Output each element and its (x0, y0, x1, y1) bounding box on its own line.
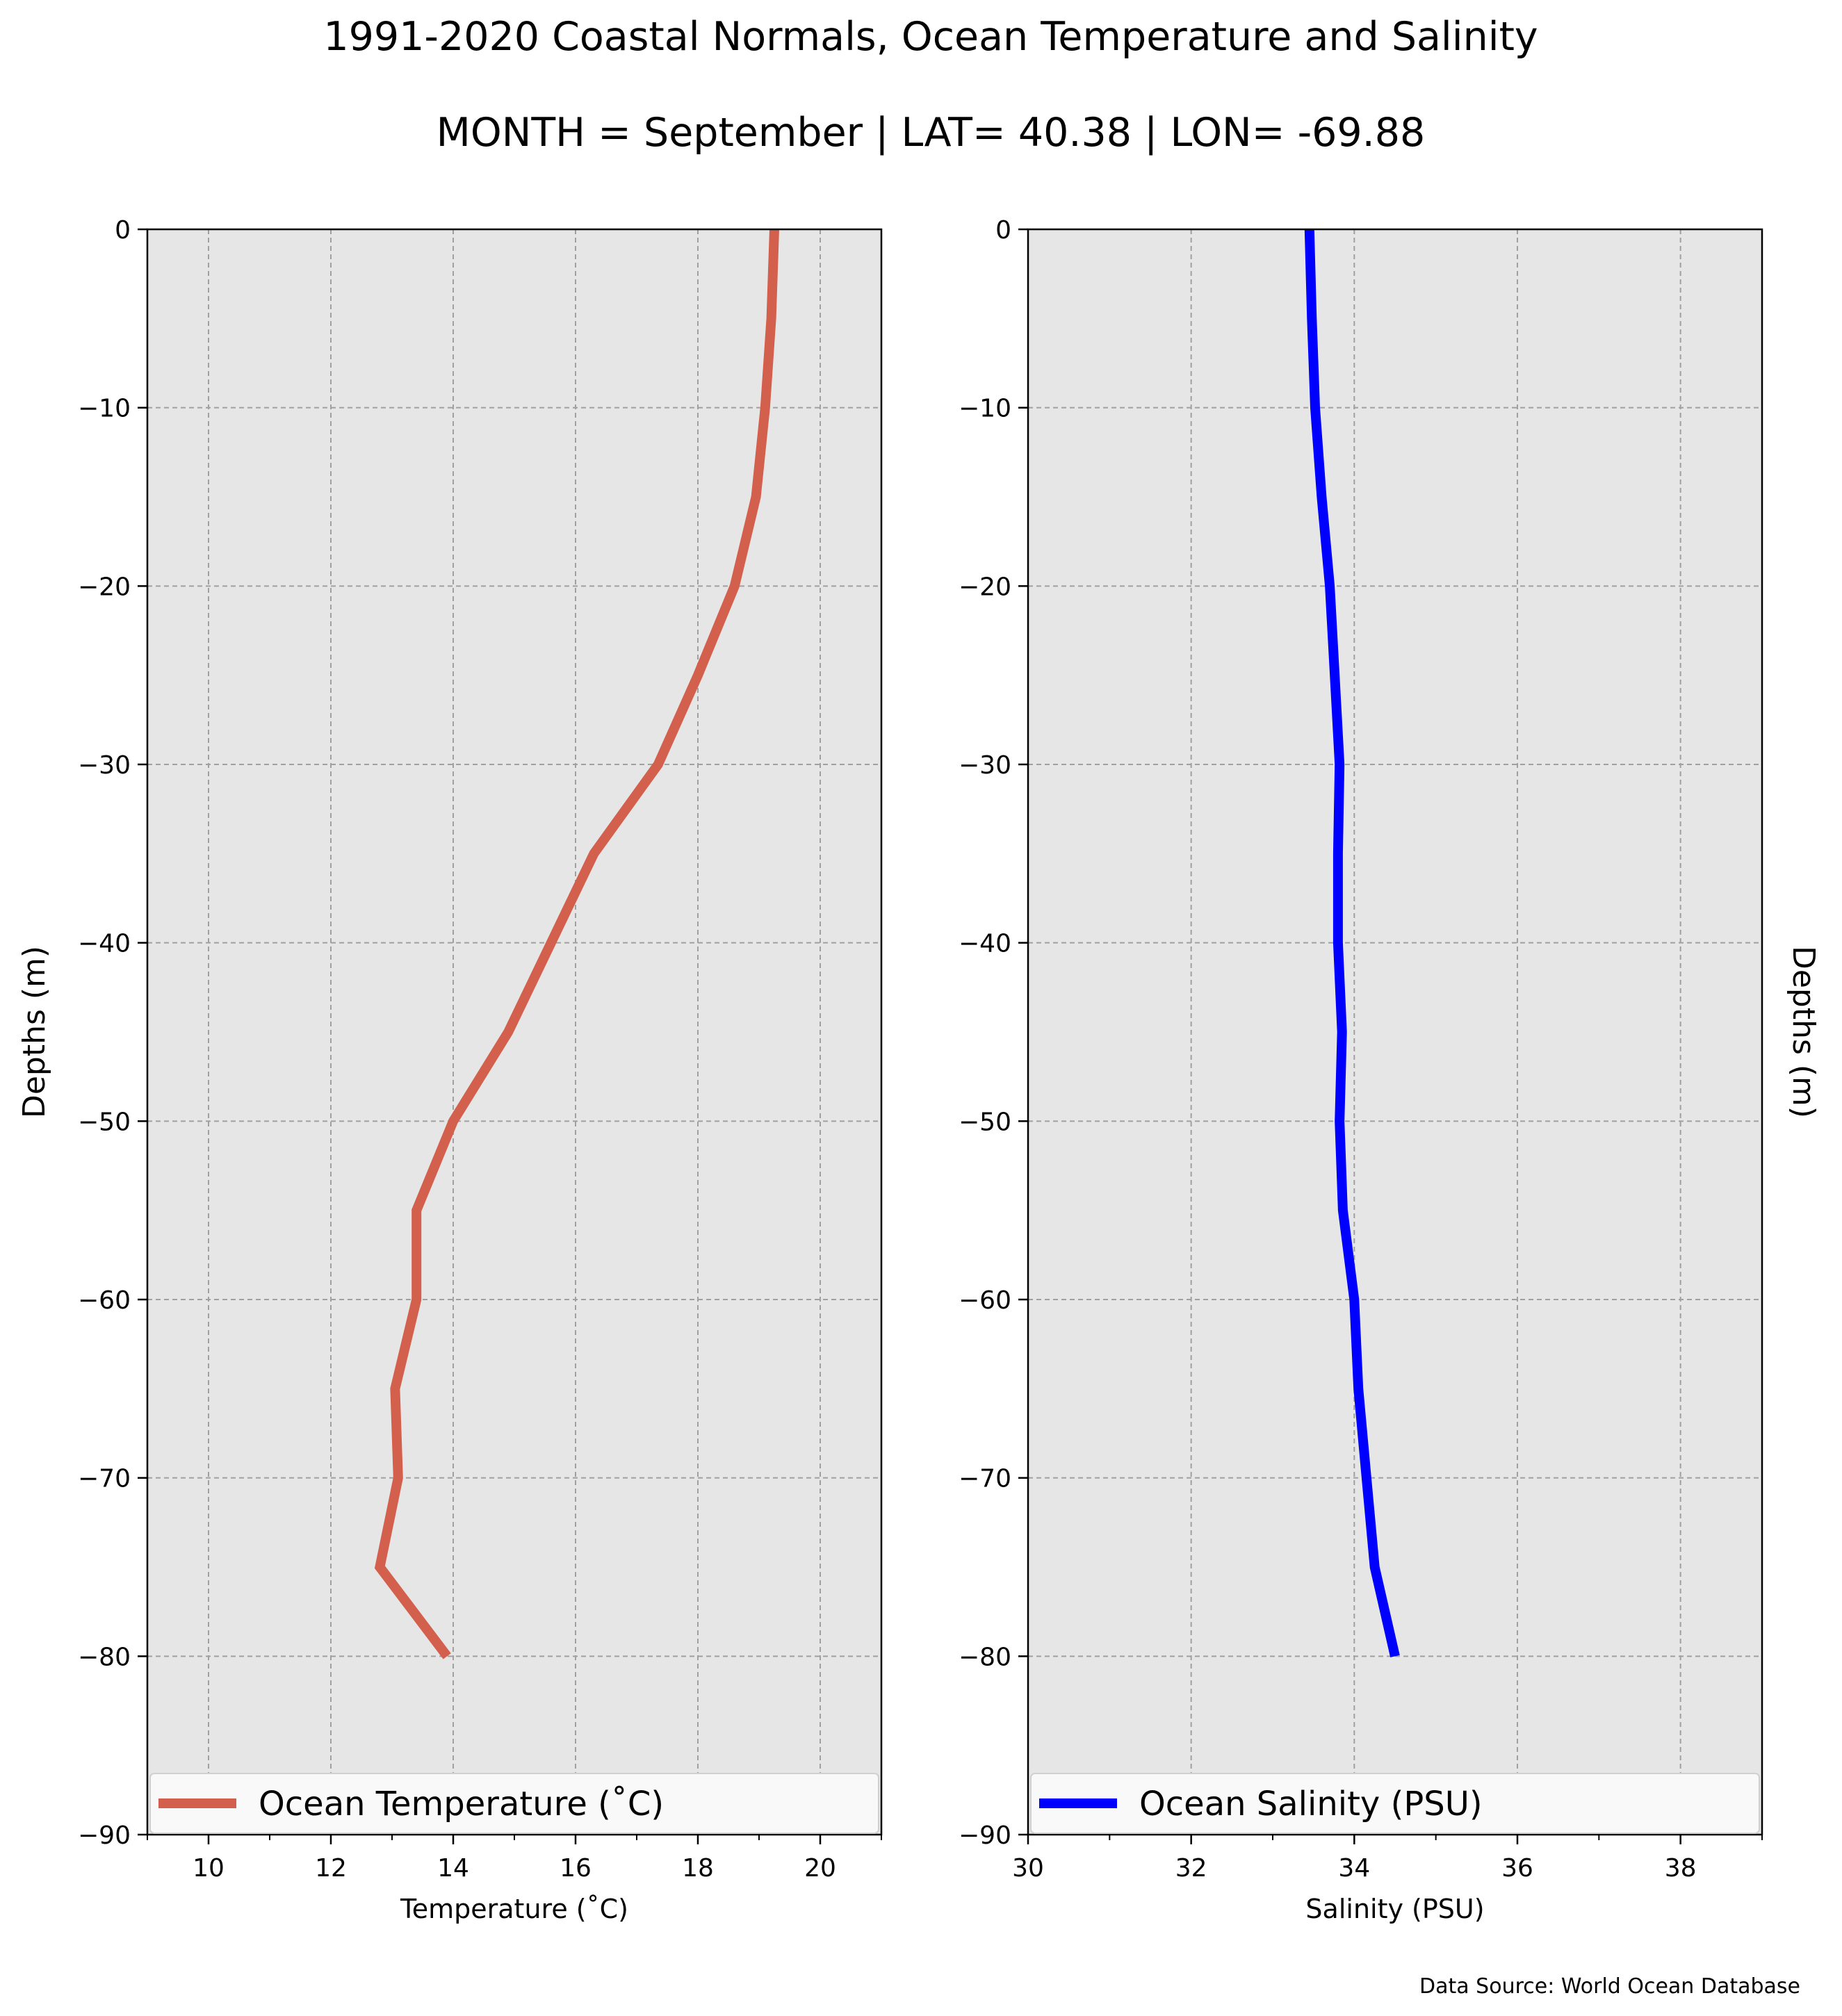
salinity-x-tick-label: 30 (1012, 1854, 1044, 1883)
salinity-y-tick-label: −40 (959, 930, 1011, 958)
salinity-x-axis-label: Salinity (PSU) (1305, 1894, 1484, 1924)
temperature-y-tick-label: −40 (78, 930, 131, 958)
temperature-x-tick-label: 16 (560, 1854, 592, 1883)
salinity-plot-area (1028, 229, 1762, 1835)
temperature-legend-label: Ocean Temperature (˚C) (259, 1785, 664, 1824)
salinity-y-tick-label: −80 (959, 1643, 1011, 1671)
salinity-legend-label: Ocean Salinity (PSU) (1139, 1785, 1483, 1824)
salinity-legend: Ocean Salinity (PSU) (1030, 1773, 1760, 1834)
right-y-axis-label: Depths (m) (1786, 946, 1821, 1118)
salinity-y-tick-label: −90 (959, 1821, 1011, 1850)
salinity-y-tick-label: −20 (959, 573, 1011, 601)
temperature-x-tick-label: 12 (315, 1854, 347, 1883)
temperature-y-tick-label: −20 (78, 573, 131, 601)
salinity-x-tick-label: 34 (1338, 1854, 1370, 1883)
salinity-legend-box (1030, 1773, 1760, 1834)
temperature-x-axis-label: Temperature (˚C) (400, 1894, 628, 1924)
temperature-x-tick-label: 14 (437, 1854, 469, 1883)
salinity-panel: 30 32 34 36 38 0 −10 −20 −30 −40 −50 −60 −70 −80 −90 Sa… (959, 216, 1763, 1924)
temperature-axes-frame (146, 228, 883, 1836)
temperature-y-tick-label: −50 (78, 1108, 131, 1136)
salinity-y-tick-label: −70 (959, 1465, 1011, 1493)
temperature-legend-box (149, 1773, 879, 1834)
temperature-legend: Ocean Temperature (˚C) (149, 1773, 879, 1834)
temperature-y-tick-label: −80 (78, 1643, 131, 1671)
temperature-x-tick-label: 20 (804, 1854, 836, 1883)
salinity-x-tick-label: 32 (1175, 1854, 1207, 1883)
salinity-y-tick-label: 0 (995, 216, 1011, 245)
temperature-x-tick-label: 18 (682, 1854, 714, 1883)
temperature-y-tick-label: −30 (78, 751, 131, 780)
salinity-axes-frame (1027, 228, 1763, 1836)
left-y-axis-label: Depths (m) (17, 946, 52, 1118)
temperature-y-tick-label: −10 (78, 395, 131, 423)
salinity-y-tick-label: −60 (959, 1286, 1011, 1315)
data-source-note: Data Source: World Ocean Database (1419, 1974, 1800, 1999)
figure-subtitle: MONTH = September | LAT= 40.38 | LON= -6… (437, 110, 1426, 156)
salinity-x-tick-label: 38 (1665, 1854, 1697, 1883)
salinity-y-tick-label: −10 (959, 395, 1011, 423)
temperature-y-tick-label: −60 (78, 1286, 131, 1315)
temperature-y-tick-label: −70 (78, 1465, 131, 1493)
temperature-x-tick-label: 10 (193, 1854, 225, 1883)
figure-title: 1991-2020 Coastal Normals, Ocean Tempera… (323, 14, 1538, 60)
temperature-panel: 10 12 14 16 18 20 0 −10 −20 −30 −40 −50 −60 −70 −80 −90… (78, 216, 883, 1924)
salinity-y-tick-label: −30 (959, 751, 1011, 780)
temperature-y-tick-label: 0 (115, 216, 131, 245)
temperature-plot-area (147, 229, 881, 1835)
salinity-y-tick-label: −50 (959, 1108, 1011, 1136)
temperature-y-tick-label: −90 (78, 1821, 131, 1850)
salinity-x-tick-label: 36 (1501, 1854, 1533, 1883)
